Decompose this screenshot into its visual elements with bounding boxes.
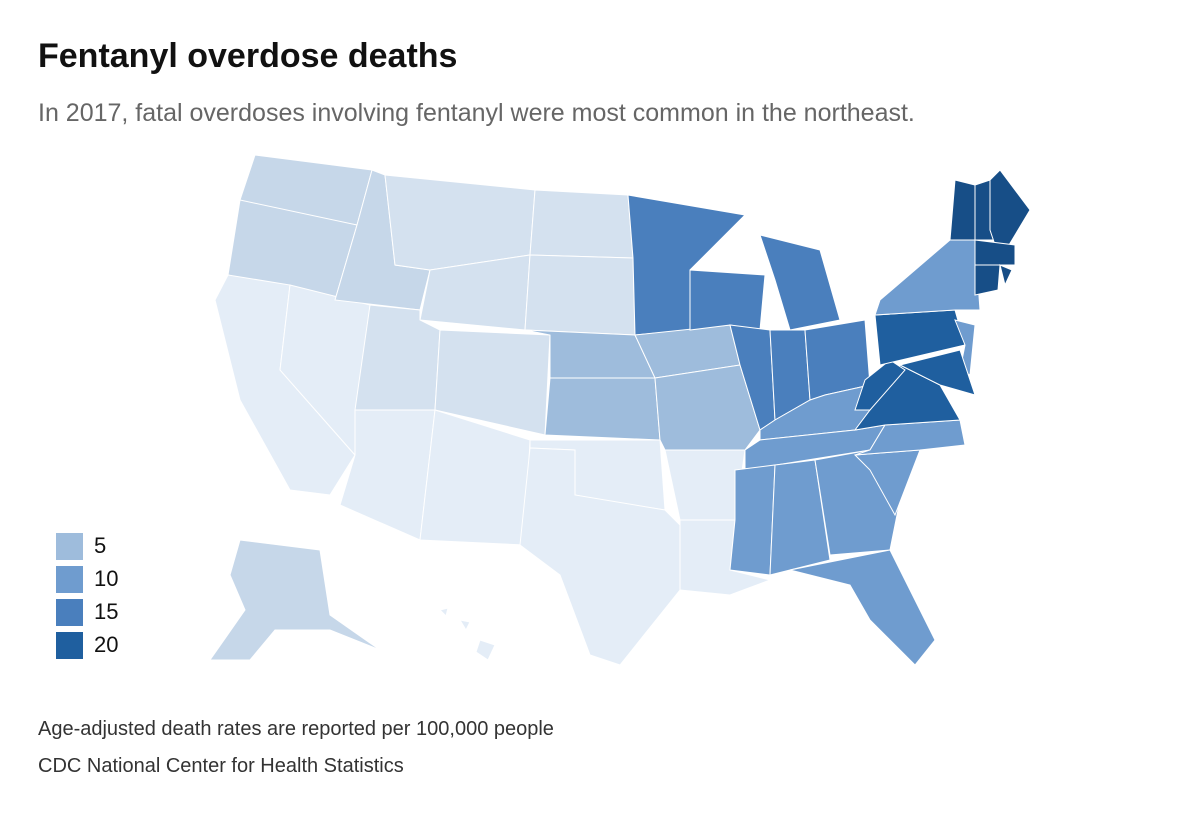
legend-swatch	[56, 566, 83, 593]
state	[439, 607, 449, 617]
state	[664, 449, 746, 521]
state	[475, 639, 496, 661]
legend-label: 10	[94, 566, 118, 591]
state	[874, 239, 981, 316]
map	[209, 154, 1031, 666]
state	[729, 464, 776, 576]
note: Age-adjusted death rates are reported pe…	[38, 718, 554, 740]
state	[898, 349, 976, 396]
state	[689, 269, 766, 331]
state	[209, 539, 381, 661]
state	[529, 189, 634, 259]
state	[974, 264, 1001, 296]
state	[974, 239, 1016, 266]
legend-swatch	[56, 599, 83, 626]
state	[384, 174, 536, 271]
source: CDC National Center for Health Statistic…	[38, 755, 404, 777]
state	[339, 409, 436, 541]
state	[419, 409, 531, 546]
legend-swatch	[56, 533, 83, 560]
state	[789, 549, 936, 666]
state	[759, 234, 841, 331]
state	[989, 169, 1031, 262]
state	[769, 459, 831, 576]
state	[458, 619, 471, 632]
legend: 5 10 15 20	[56, 533, 118, 659]
legend-label: 20	[94, 632, 118, 657]
state	[544, 377, 661, 441]
state	[949, 179, 976, 241]
state	[524, 254, 636, 336]
title: Fentanyl overdose deaths	[38, 37, 457, 75]
legend-label: 5	[94, 533, 106, 558]
subtitle: In 2017, fatal overdoses involving fenta…	[38, 99, 915, 127]
legend-swatch	[56, 632, 83, 659]
legend-label: 15	[94, 599, 118, 624]
state	[999, 264, 1013, 287]
